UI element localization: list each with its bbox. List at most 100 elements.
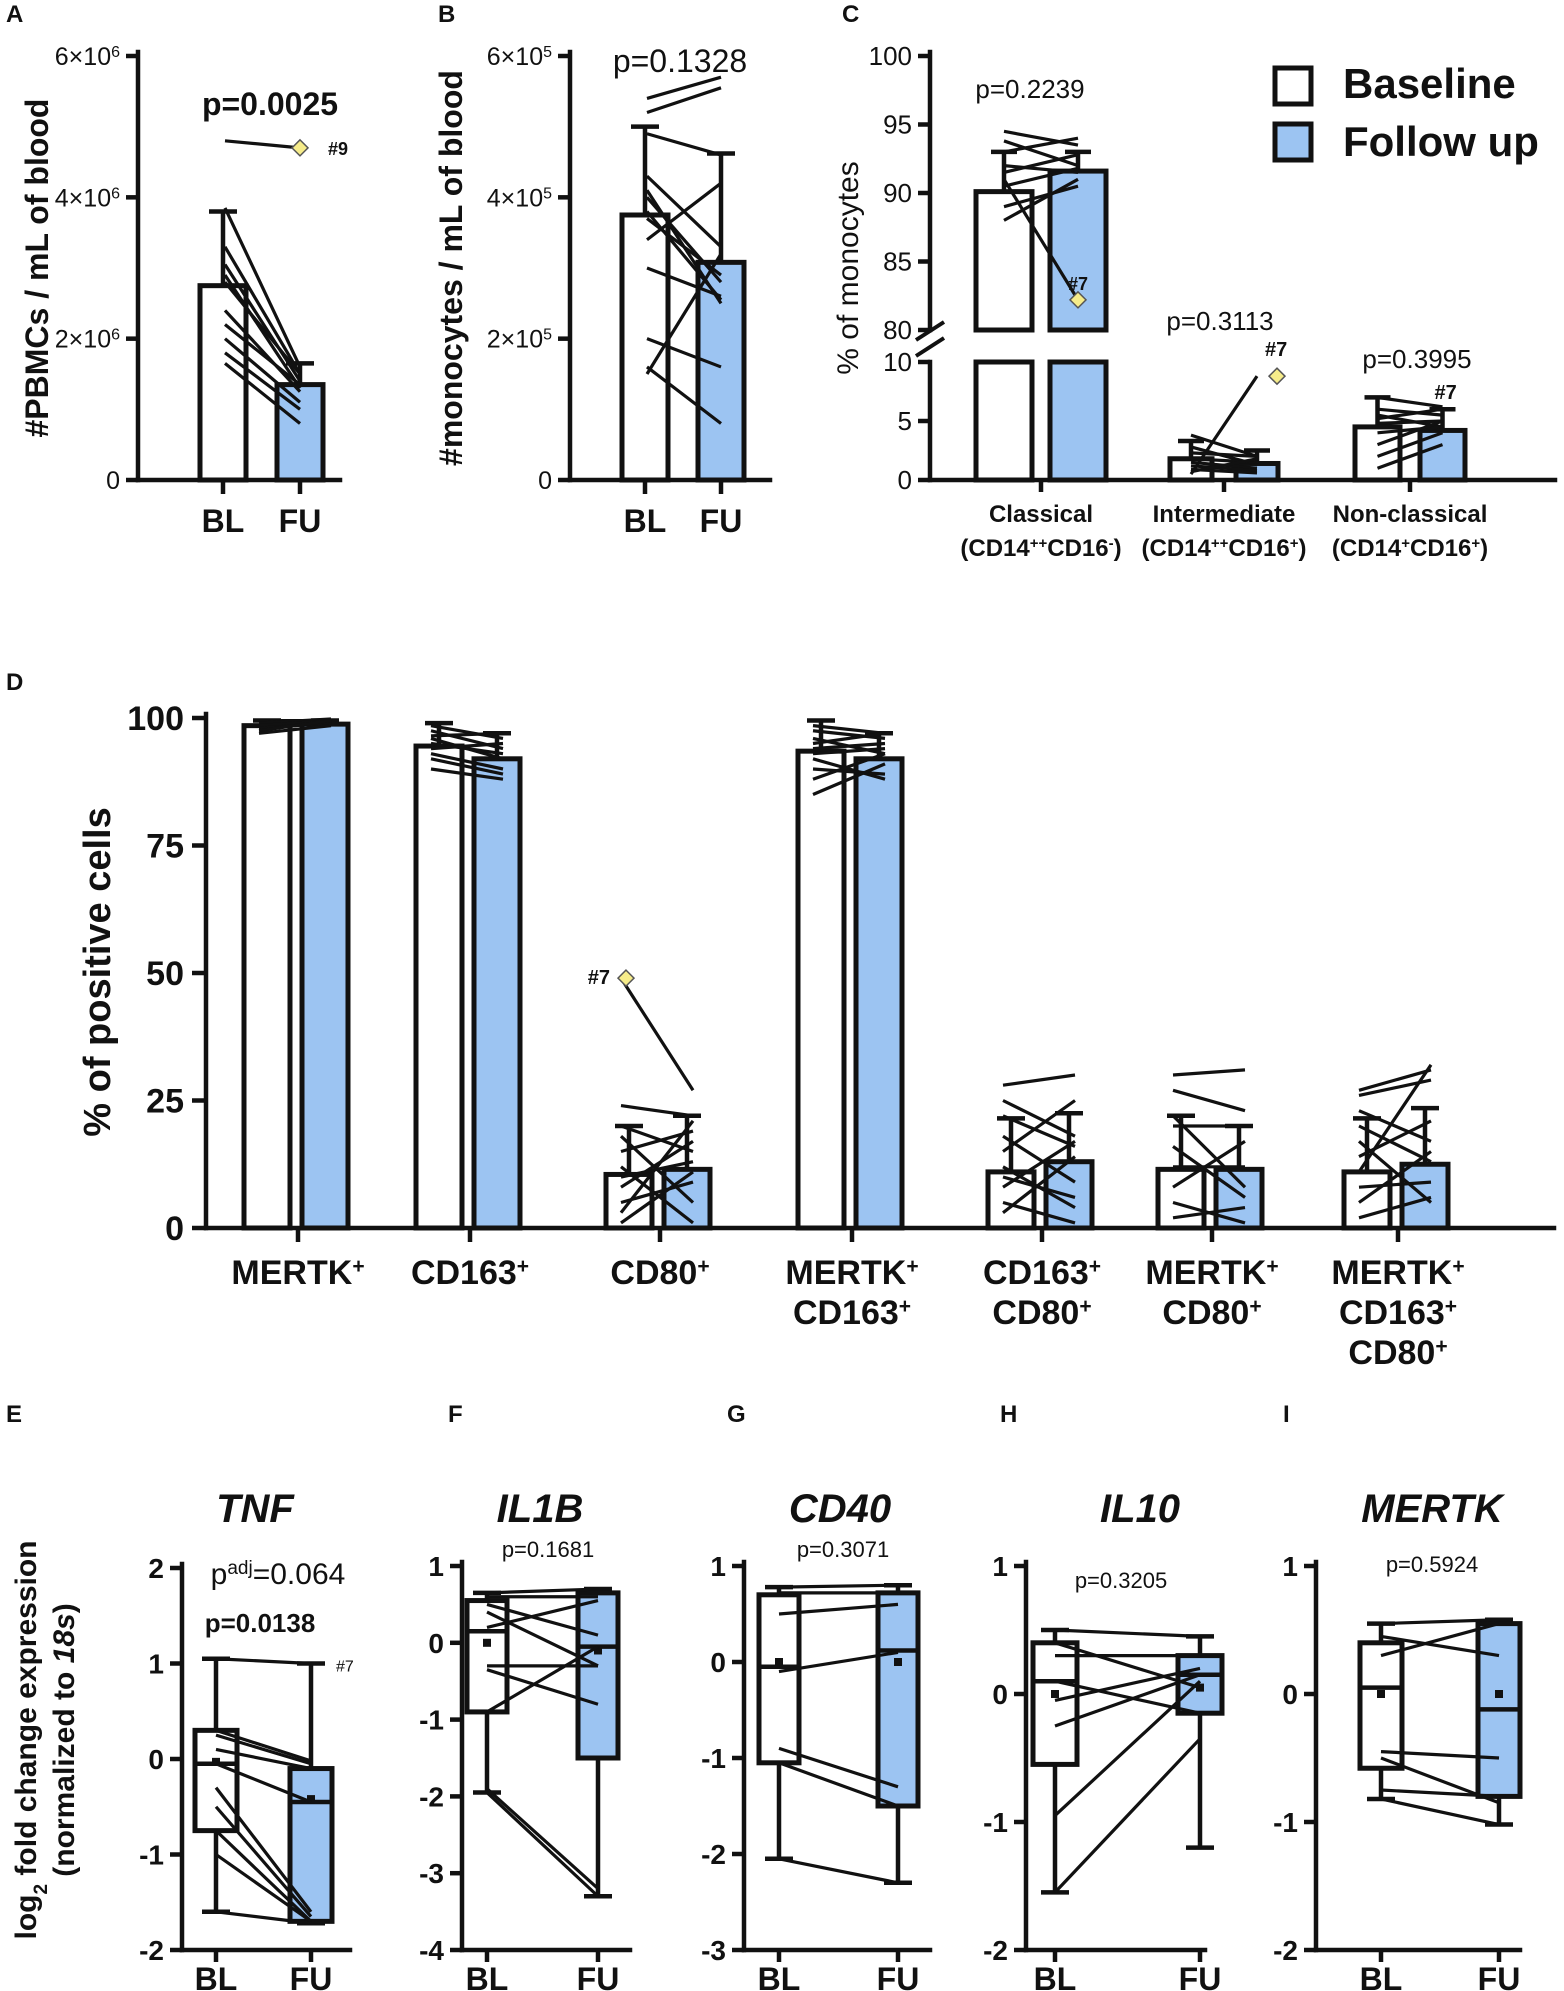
label-part: 4×10 (487, 184, 543, 212)
x-tick-label: BL (624, 503, 667, 539)
y-tick-label: -2 (701, 1839, 726, 1870)
x-tick-label: FU (279, 503, 322, 539)
label-part: 5 (543, 326, 552, 343)
paired-line (1376, 431, 1444, 458)
label-part: CD163 (1339, 1294, 1445, 1332)
y-tick-label: 1 (428, 1551, 444, 1582)
paired-line (1002, 1114, 1076, 1148)
paired-line (1377, 425, 1443, 435)
paired-line (1003, 166, 1079, 188)
paired-line (1002, 1099, 1076, 1138)
bar-bl (795, 748, 847, 1231)
paired-line (1053, 1737, 1202, 1894)
p-value: p=0.3995 (1362, 344, 1471, 374)
y-tick-label: -3 (419, 1858, 444, 1889)
label-part: MERTK (785, 1254, 906, 1292)
paired-line (1358, 1180, 1432, 1189)
panel-letter-f: F (448, 1401, 463, 1428)
paired-line (485, 1787, 600, 1890)
x-category-markers: (CD14+CD16+) (1332, 535, 1488, 563)
y-tick-label: 4×105 (487, 184, 552, 212)
paired-line (215, 1657, 312, 1666)
paired-line (1054, 1641, 1201, 1690)
box-bl (192, 1727, 240, 1834)
label-part: 6×10 (55, 43, 111, 71)
paired-line (223, 309, 302, 393)
paired-line (645, 253, 723, 375)
paired-line (258, 718, 332, 733)
panel-letter-g: G (727, 1401, 746, 1428)
y-tick-label: -2 (983, 1935, 1008, 1966)
paired-line (486, 1602, 599, 1637)
label-part: + (1290, 535, 1299, 552)
paired-line (485, 1791, 600, 1898)
label-part: 2 (31, 1884, 52, 1895)
p-value: p=0.5924 (1386, 1552, 1478, 1577)
label-part: CD80 (1348, 1334, 1435, 1372)
label-part: ++ (1030, 535, 1048, 552)
paired-line (646, 132, 722, 157)
paired-line (1054, 1666, 1201, 1702)
paired-line (486, 1668, 599, 1706)
y-tick-label: 0 (148, 1744, 164, 1775)
y-axis-label: log2 fold change expression (10, 1541, 52, 1940)
y-tick-label: 1 (148, 1649, 164, 1680)
x-category-label: CD80+ (610, 1254, 709, 1292)
y-tick-label: 85 (883, 247, 912, 277)
label-part: MERTK (231, 1254, 352, 1292)
paired-line (1190, 464, 1258, 473)
x-category-label: MERTK+ (1145, 1254, 1278, 1292)
outlier-label: #7 (1435, 382, 1457, 404)
label-part: + (1452, 1255, 1464, 1278)
paired-line (1003, 139, 1079, 168)
box-fu (575, 1590, 621, 1761)
label-part: ++ (1211, 535, 1229, 552)
x-tick-label: FU (877, 1961, 920, 1991)
paired-line (223, 207, 302, 368)
label-part: 2×10 (55, 326, 111, 354)
label-part: + (1249, 1295, 1261, 1318)
label-part: ( (1332, 535, 1340, 562)
paired-line (214, 1786, 313, 1913)
box-fu (875, 1590, 921, 1809)
paired-line (1172, 1139, 1246, 1189)
label-part: 6 (111, 185, 120, 202)
label-part: + (352, 1255, 364, 1278)
paired-line (646, 75, 722, 100)
label-part: MERTK (1331, 1254, 1452, 1292)
paired-line (430, 741, 504, 751)
label-part: CD163 (983, 1254, 1089, 1292)
panel-letter-b: B (438, 1, 455, 28)
paired-line (1003, 129, 1079, 147)
label-part: 6 (111, 326, 120, 343)
paired-line (1002, 1200, 1076, 1225)
label-part: CD16 (1410, 535, 1471, 562)
y-tick-label: -1 (419, 1705, 444, 1736)
y-tick-label: -1 (701, 1743, 726, 1774)
paired-line (223, 245, 302, 375)
y-tick-label: 2×106 (55, 326, 120, 354)
y-tick-label: 0 (1282, 1679, 1298, 1710)
paired-line (1377, 407, 1443, 417)
gene-title: TNF (216, 1487, 295, 1531)
paired-line (1380, 1797, 1500, 1827)
outlier-marker (290, 138, 310, 157)
label-part: - (1109, 535, 1114, 552)
x-category-label: MERTK+ (231, 1254, 364, 1292)
paired-line (1002, 1139, 1076, 1189)
label-part: CD14 (968, 535, 1030, 562)
y-tick-label: 10 (883, 347, 912, 377)
paired-line (1380, 1634, 1500, 1658)
paired-line (1171, 1114, 1247, 1189)
p-value: p=0.3113 (1166, 306, 1273, 336)
paired-line (223, 274, 302, 390)
x-tick-label: FU (700, 503, 743, 539)
bar-fu (1213, 1166, 1265, 1231)
y-tick-label: 0 (710, 1647, 726, 1678)
x-category-label: CD163+ (793, 1294, 911, 1332)
paired-line (1190, 457, 1258, 474)
y-axis-label: #monocytes / mL of blood (433, 70, 469, 466)
paired-line (486, 1587, 599, 1595)
panel-letter-e: E (6, 1401, 22, 1428)
